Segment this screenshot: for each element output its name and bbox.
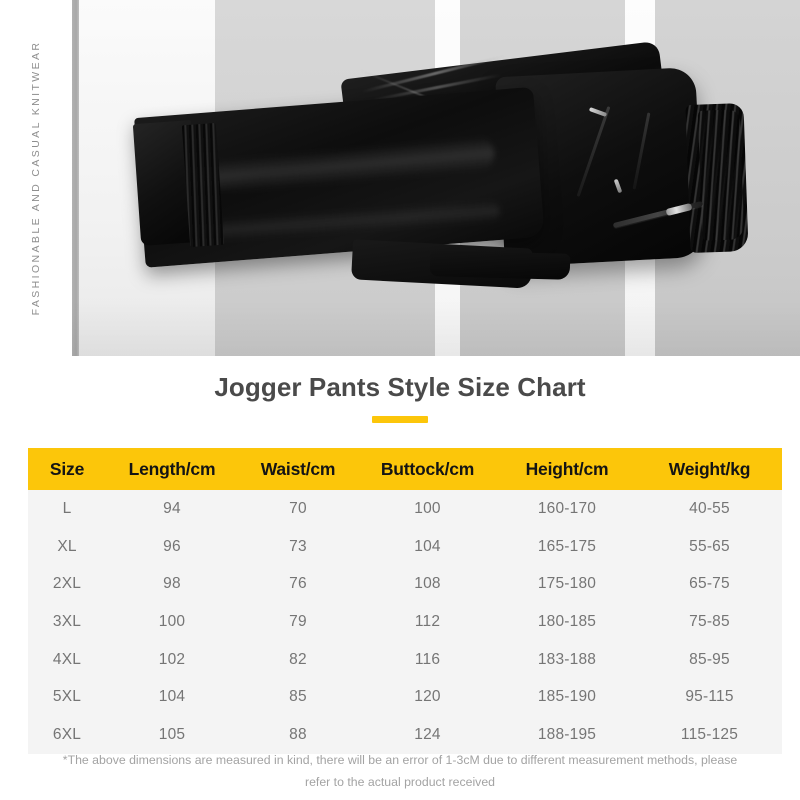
cell-height: 160-170 bbox=[497, 490, 637, 528]
column-header-buttock: Buttock/cm bbox=[358, 448, 497, 490]
column-header-weight: Weight/kg bbox=[637, 448, 782, 490]
cell-waist: 85 bbox=[238, 678, 358, 717]
table-row: 5XL 104 85 120 185-190 95-115 bbox=[28, 678, 782, 717]
cell-length: 100 bbox=[106, 603, 238, 641]
cell-length: 96 bbox=[106, 527, 238, 566]
table-row: 2XL 98 76 108 175-180 65-75 bbox=[28, 565, 782, 604]
measurement-disclaimer: *The above dimensions are measured in ki… bbox=[62, 753, 738, 789]
cell-size: XL bbox=[28, 527, 106, 566]
garment-waistband-ribbing-inner bbox=[697, 109, 745, 241]
cell-weight: 85-95 bbox=[637, 640, 782, 679]
title-accent-bar bbox=[372, 416, 428, 423]
cell-weight: 75-85 bbox=[637, 603, 782, 641]
product-photo: FASHIONABLE AND CASUAL KNITWEAR bbox=[0, 0, 800, 356]
cell-buttock: 108 bbox=[358, 565, 497, 604]
table-row: 6XL 105 88 124 188-195 115-125 bbox=[28, 716, 782, 754]
cell-waist: 76 bbox=[238, 565, 358, 604]
table-header-row: Size Length/cm Waist/cm Buttock/cm Heigh… bbox=[28, 448, 782, 490]
title-section: Jogger Pants Style Size Chart bbox=[0, 356, 800, 423]
jogger-pants-garment bbox=[0, 0, 800, 356]
cell-height: 175-180 bbox=[497, 565, 637, 604]
cell-buttock: 124 bbox=[358, 716, 497, 754]
cell-length: 104 bbox=[106, 678, 238, 717]
table-row: XL 96 73 104 165-175 55-65 bbox=[28, 527, 782, 566]
floor-shadow bbox=[72, 300, 800, 356]
cell-buttock: 112 bbox=[358, 603, 497, 641]
cell-size: L bbox=[28, 490, 106, 528]
cell-length: 94 bbox=[106, 490, 238, 528]
cell-height: 185-190 bbox=[497, 678, 637, 717]
page-title: Jogger Pants Style Size Chart bbox=[214, 372, 586, 402]
cell-buttock: 104 bbox=[358, 527, 497, 566]
cell-buttock: 116 bbox=[358, 640, 497, 679]
cell-waist: 88 bbox=[238, 716, 358, 754]
table-row: 4XL 102 82 116 183-188 85-95 bbox=[28, 640, 782, 679]
cell-size: 5XL bbox=[28, 678, 106, 717]
cell-weight: 95-115 bbox=[637, 678, 782, 717]
cell-size: 4XL bbox=[28, 640, 106, 679]
cell-waist: 73 bbox=[238, 527, 358, 566]
column-header-waist: Waist/cm bbox=[238, 448, 358, 490]
table-header: Size Length/cm Waist/cm Buttock/cm Heigh… bbox=[28, 448, 782, 490]
column-header-length: Length/cm bbox=[106, 448, 238, 490]
cell-height: 165-175 bbox=[497, 527, 637, 566]
column-header-height: Height/cm bbox=[497, 448, 637, 490]
cell-weight: 65-75 bbox=[637, 565, 782, 604]
table-row: 3XL 100 79 112 180-185 75-85 bbox=[28, 603, 782, 641]
cell-buttock: 120 bbox=[358, 678, 497, 717]
cell-weight: 55-65 bbox=[637, 527, 782, 566]
cell-weight: 40-55 bbox=[637, 490, 782, 528]
cell-weight: 115-125 bbox=[637, 716, 782, 754]
column-header-size: Size bbox=[28, 448, 106, 490]
brand-text-strip: FASHIONABLE AND CASUAL KNITWEAR bbox=[0, 0, 72, 356]
cell-buttock: 100 bbox=[358, 490, 497, 528]
table-body: L 94 70 100 160-170 40-55 XL 96 73 104 1… bbox=[28, 490, 782, 754]
cell-size: 2XL bbox=[28, 565, 106, 604]
backdrop-edge-strip bbox=[72, 0, 79, 356]
cell-waist: 70 bbox=[238, 490, 358, 528]
cell-waist: 79 bbox=[238, 603, 358, 641]
cell-length: 102 bbox=[106, 640, 238, 679]
cell-height: 183-188 bbox=[497, 640, 637, 679]
size-table-wrapper: Size Length/cm Waist/cm Buttock/cm Heigh… bbox=[28, 448, 782, 754]
cell-size: 3XL bbox=[28, 603, 106, 641]
size-chart-table: Size Length/cm Waist/cm Buttock/cm Heigh… bbox=[28, 448, 782, 754]
cell-length: 98 bbox=[106, 565, 238, 604]
brand-tagline: FASHIONABLE AND CASUAL KNITWEAR bbox=[30, 40, 42, 316]
garment-lower-flap-inner bbox=[429, 250, 571, 280]
table-row: L 94 70 100 160-170 40-55 bbox=[28, 490, 782, 528]
cell-height: 188-195 bbox=[497, 716, 637, 754]
cell-height: 180-185 bbox=[497, 603, 637, 641]
cell-waist: 82 bbox=[238, 640, 358, 679]
cell-length: 105 bbox=[106, 716, 238, 754]
cell-size: 6XL bbox=[28, 716, 106, 754]
